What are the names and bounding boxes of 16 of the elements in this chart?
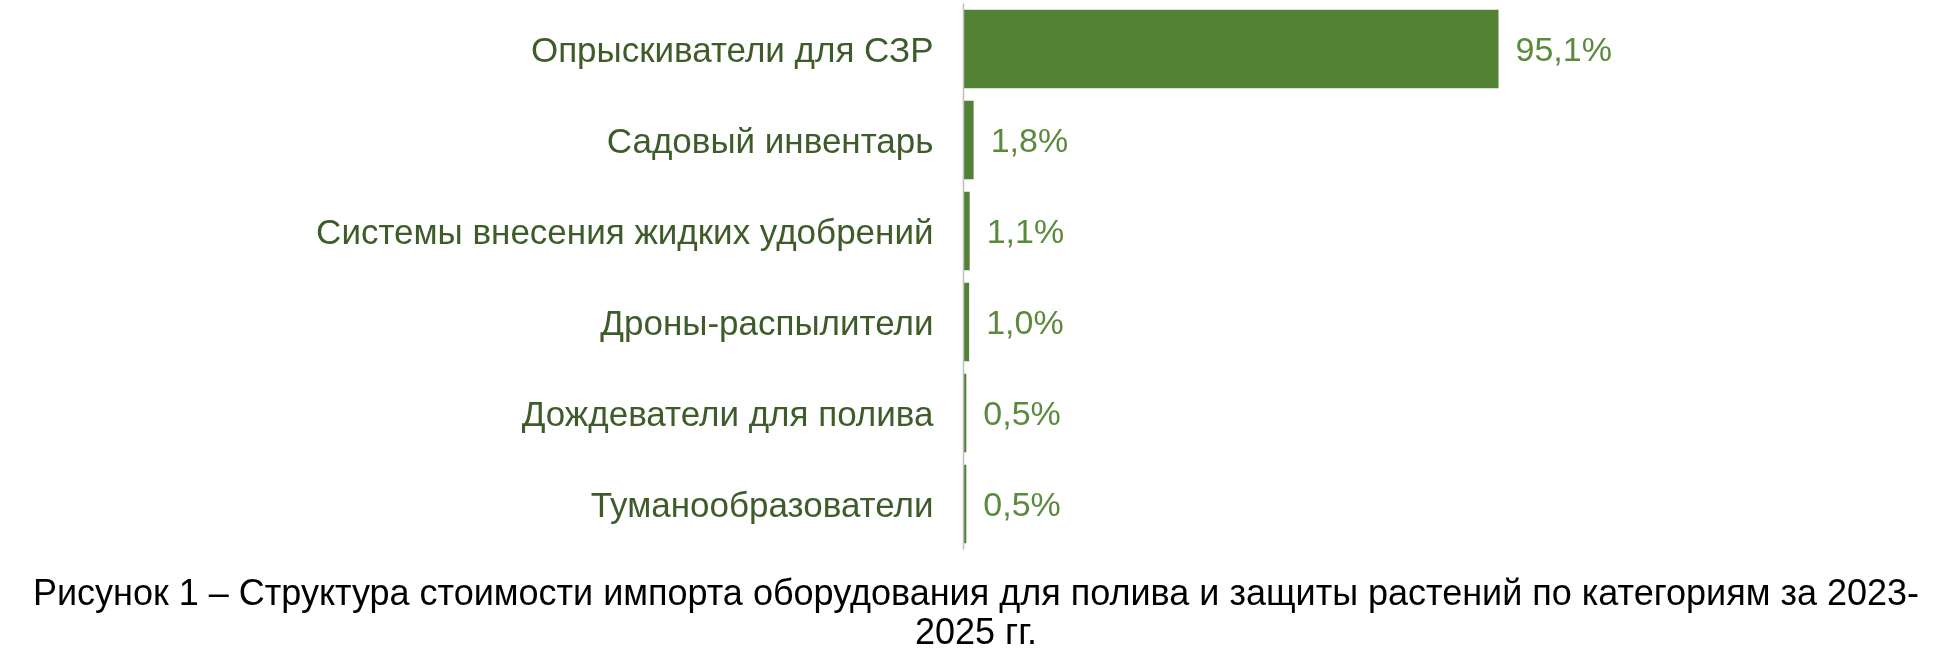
bar (963, 191, 970, 271)
y-tick-label: Дождеватели для полива (521, 393, 935, 433)
y-tick-label: Туманообразователи (590, 484, 934, 524)
bar (963, 9, 1499, 89)
text: Рисунок 1 – Структура стоимости импорта оборудования для полива и защиты растений по категориям за 2023-2025 гг. (31, 572, 1921, 652)
data-label: 1,0% (986, 303, 1064, 341)
y-tick-label: Опрыскиватели для СЗР (530, 29, 934, 69)
data-label: 0,5% (983, 394, 1061, 432)
y-tick-label: Дроны-распылители (600, 302, 934, 342)
data-label: 1,1% (986, 212, 1065, 250)
data-label: 1,8% (990, 121, 1069, 159)
y-tick-label: Системы внесения жидких удобрений (316, 211, 934, 251)
data-label: 0,5% (983, 485, 1061, 523)
bar (963, 100, 974, 180)
data-label: 95,1% (1515, 30, 1612, 68)
y-tick-label: Садовый инвентарь (606, 120, 934, 160)
